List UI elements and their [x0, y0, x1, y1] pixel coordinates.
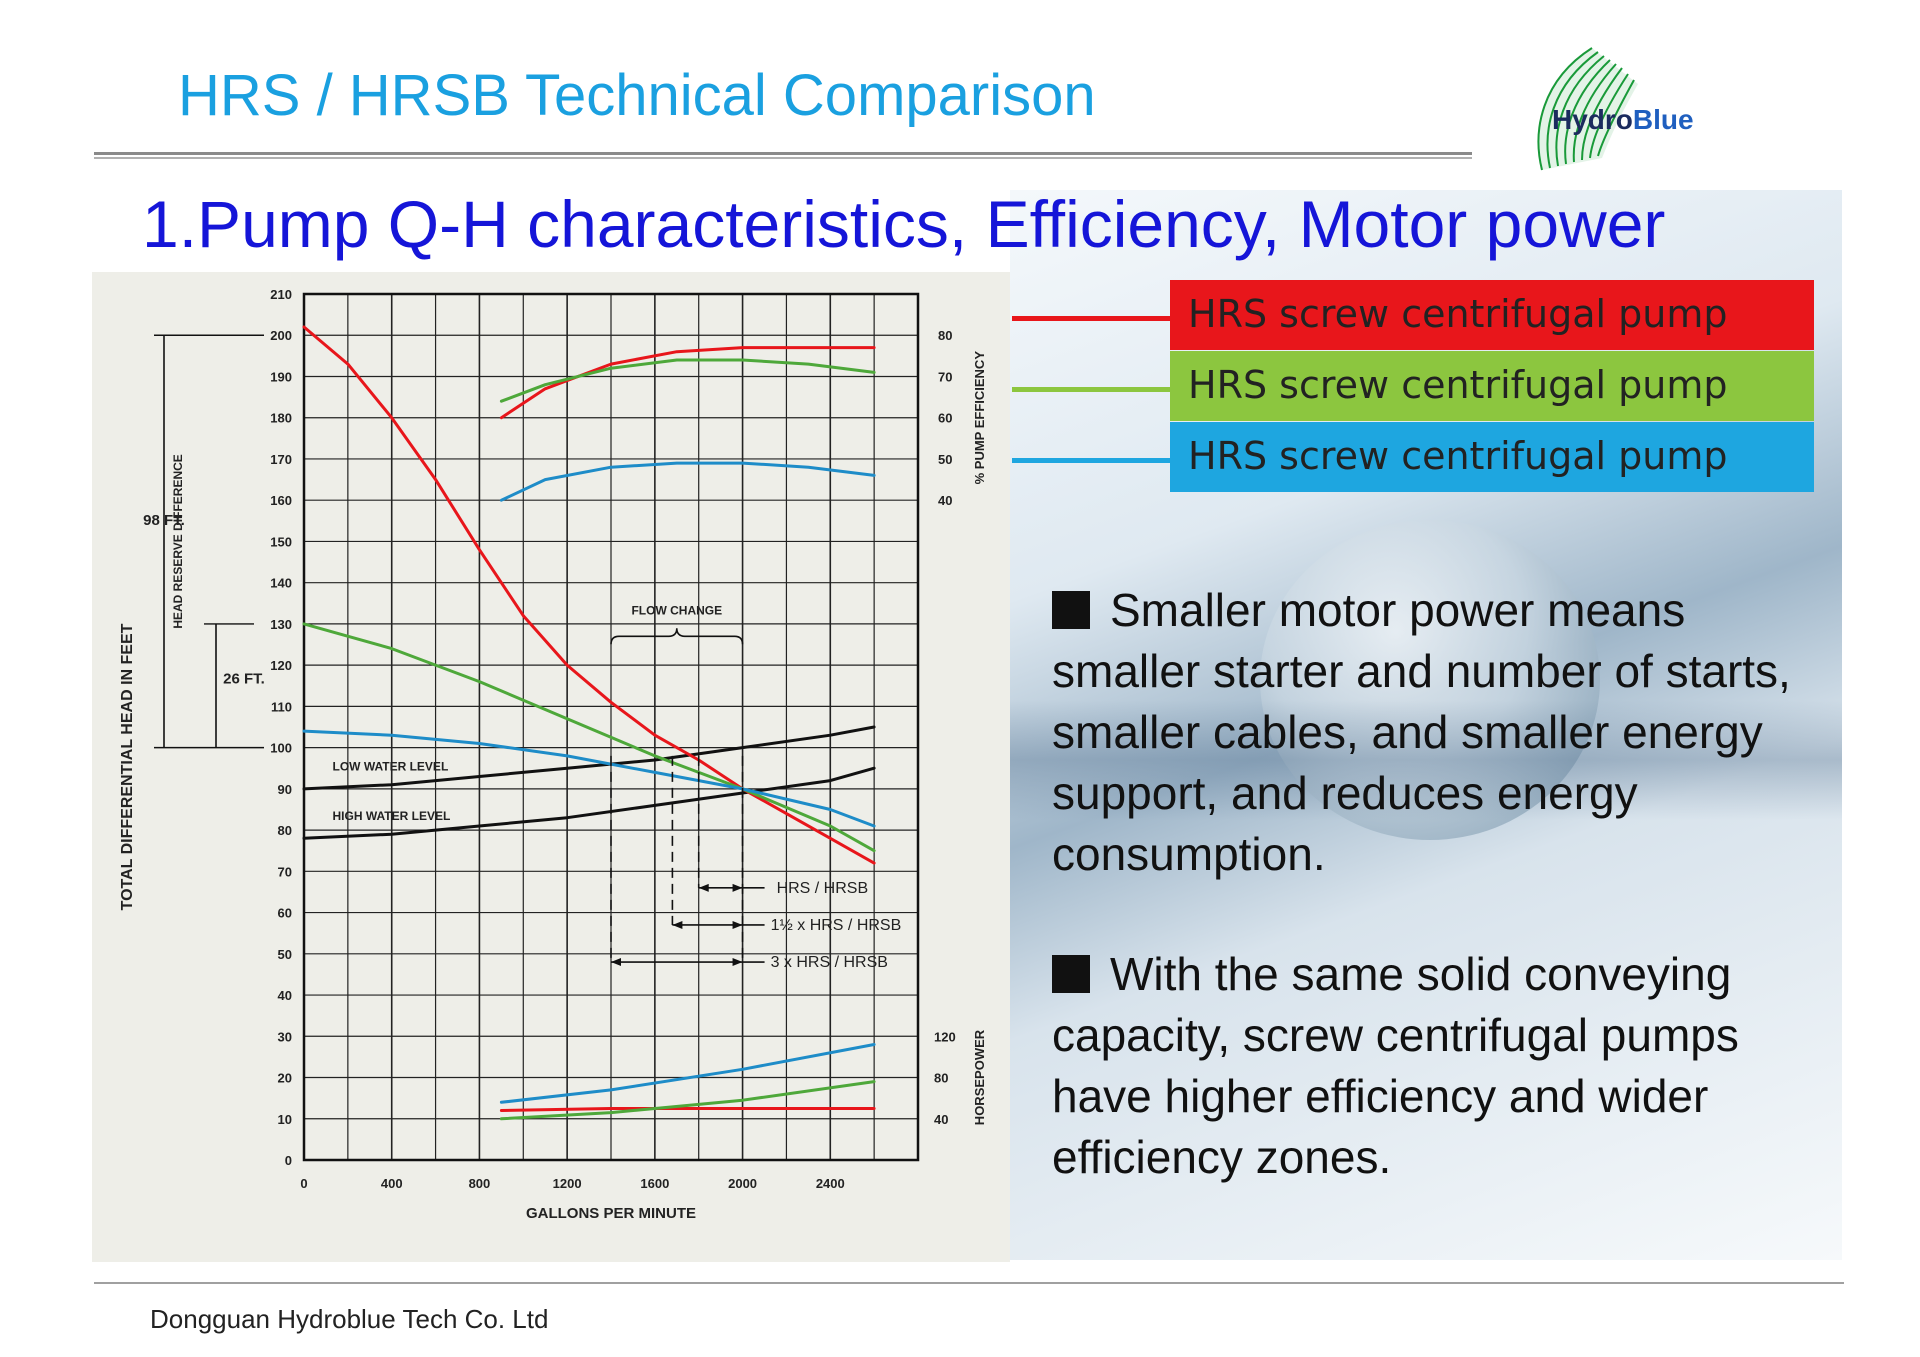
efficiency-axis-label: % PUMP EFFICIENCY	[972, 351, 987, 485]
flow-arrow-head	[732, 920, 743, 929]
x-tick-label: 0	[300, 1176, 307, 1191]
bullet-efficiency: With the same solid conveying capacity, …	[1052, 948, 1739, 1183]
efficiency-tick-label: 40	[938, 493, 952, 508]
x-tick-label: 1200	[553, 1176, 582, 1191]
y-tick-label: 110	[271, 699, 292, 714]
y-tick-label: 200	[270, 328, 292, 343]
power-curve-line	[499, 1080, 876, 1121]
power-tick-label: 120	[934, 1029, 956, 1044]
x-tick-label: 800	[469, 1176, 491, 1191]
y-tick-label: 70	[278, 864, 292, 879]
y-tick-label: 90	[278, 782, 292, 797]
y-tick-label: 0	[285, 1153, 292, 1168]
x-tick-label: 2000	[728, 1176, 757, 1191]
legend-label: HRS screw centrifugal pump	[1188, 434, 1728, 478]
flow-arrow-head	[611, 958, 621, 967]
head-curve-line	[302, 622, 876, 853]
bullet-square-icon	[1052, 591, 1090, 629]
legend-item-red: HRS screw centrifugal pump	[1170, 280, 1814, 350]
system-curve-label: LOW WATER LEVEL	[333, 759, 449, 773]
y-tick-label: 30	[278, 1029, 292, 1044]
globe-graphic	[1260, 520, 1600, 840]
flow-arrow-head	[698, 883, 709, 892]
y-tick-label: 120	[270, 658, 292, 673]
y-tick-label: 150	[270, 534, 292, 549]
y-tick-label: 50	[278, 947, 292, 962]
y-tick-label: 80	[278, 823, 292, 838]
legend-leader-green	[1012, 387, 1172, 392]
y-tick-label: 130	[270, 617, 292, 632]
flow-arrow-head	[732, 958, 743, 967]
bullet-motor-power: Smaller motor power means smaller starte…	[1052, 584, 1791, 880]
system-curve-label: HIGH WATER LEVEL	[333, 809, 451, 823]
y-tick-label: 190	[270, 369, 292, 384]
x-tick-label: 1600	[640, 1176, 669, 1191]
head-curve-line	[302, 325, 876, 865]
span-98-label: 98 FT.	[143, 512, 185, 529]
y-tick-label: 10	[278, 1112, 292, 1127]
legend-label: HRS screw centrifugal pump	[1188, 363, 1728, 407]
legend-label: HRS screw centrifugal pump	[1188, 292, 1728, 336]
power-tick-label: 80	[934, 1071, 948, 1086]
y-axis-label: TOTAL DIFFERENTIAL HEAD IN FEET	[119, 623, 136, 910]
power-axis-label: HORSEPOWER	[972, 1029, 987, 1125]
bullet-square-icon	[1052, 955, 1090, 993]
logo-text: HydroBlue	[1552, 104, 1694, 135]
x-tick-label: 2400	[816, 1176, 845, 1191]
x-axis-label: GALLONS PER MINUTE	[526, 1205, 696, 1222]
hydroblue-logo	[1537, 47, 1638, 171]
efficiency-tick-label: 80	[938, 328, 952, 343]
efficiency-tick-label: 50	[938, 452, 952, 467]
y-tick-label: 60	[278, 906, 292, 921]
y-tick-label: 160	[270, 493, 292, 508]
legend-item-blue: HRS screw centrifugal pump	[1170, 422, 1814, 492]
y-tick-label: 180	[270, 411, 292, 426]
footer-company: Dongguan Hydroblue Tech Co. Ltd	[150, 1304, 549, 1334]
flow-arrow-label: 1½ x HRS / HRSB	[771, 917, 902, 934]
y-tick-label: 140	[270, 576, 292, 591]
efficiency-tick-label: 70	[938, 369, 952, 384]
plot-frame	[302, 292, 920, 1162]
head-reserve-label: HEAD RESERVE DIFFERENCE	[171, 454, 185, 628]
span-26-label: 26 FT.	[223, 671, 265, 688]
efficiency-tick-label: 60	[938, 411, 952, 426]
legend-leader-blue	[1012, 458, 1172, 463]
x-tick-label: 400	[381, 1176, 403, 1191]
flow-arrow-head	[672, 920, 683, 929]
title-divider-thin	[94, 157, 1472, 159]
background-band	[1010, 700, 1842, 820]
y-tick-label: 20	[278, 1071, 292, 1086]
flow-arrow-label: HRS / HRSB	[777, 880, 869, 897]
flow-change-label: FLOW CHANGE	[631, 603, 722, 617]
power-tick-label: 40	[934, 1112, 948, 1127]
title-divider	[94, 152, 1472, 155]
y-tick-label: 170	[270, 452, 292, 467]
system-curve-line	[302, 766, 876, 840]
y-tick-label: 40	[278, 988, 292, 1003]
power-curve-line	[499, 1043, 876, 1104]
efficiency-curve-line	[499, 461, 876, 502]
section-heading: 1.Pump Q-H characteristics, Efficiency, …	[142, 187, 1666, 261]
pump-curve-chart: 0 10 20 30 40 50 60 70 80 90 100 110 120 130 140 150 160…	[119, 287, 987, 1222]
y-tick-label: 100	[270, 741, 292, 756]
power-curve-line	[499, 1107, 876, 1112]
legend-leader-red	[1012, 316, 1172, 321]
y-tick-label: 210	[270, 287, 292, 302]
legend-item-green: HRS screw centrifugal pump	[1170, 351, 1814, 421]
flow-arrow-label: 3 x HRS / HRSB	[771, 954, 888, 971]
flow-arrow-head	[732, 883, 743, 892]
footer-divider	[94, 1282, 1844, 1284]
efficiency-curve-line	[499, 346, 876, 420]
efficiency-curve-line	[499, 358, 876, 403]
flow-change-bracket	[610, 628, 744, 645]
slide-title: HRS / HRSB Technical Comparison	[178, 63, 1096, 128]
